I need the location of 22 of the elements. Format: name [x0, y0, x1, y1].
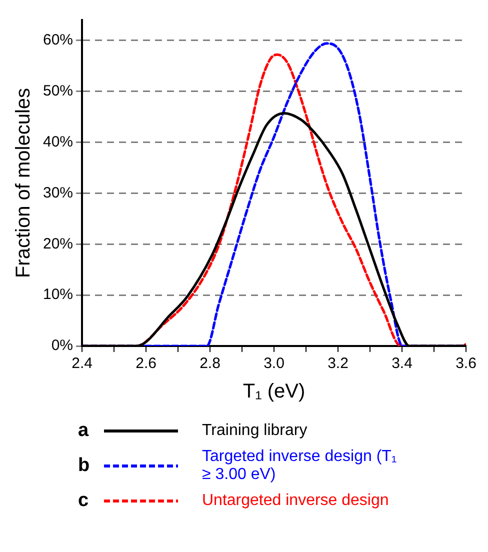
y-axis-title: Fraction of molecules — [12, 88, 35, 278]
x-tick-label: 3.2 — [328, 355, 348, 372]
x-tick-label: 2.4 — [72, 355, 92, 372]
legend-label: Targeted inverse design (T₁ ≥ 3.00 eV) — [202, 448, 398, 484]
text: b — [78, 455, 91, 477]
x-tick-label: 2.8 — [200, 355, 220, 372]
y-tick-label: 50% — [42, 82, 74, 100]
y-tick-label: 30% — [42, 184, 74, 202]
y-tick-label: 40% — [42, 133, 74, 150]
legend-label: Untargeted inverse design — [202, 492, 390, 510]
text: a — [78, 420, 90, 442]
y-tick-label: 20% — [42, 235, 74, 252]
x-tick-label: 3.6 — [456, 355, 476, 372]
y-tick-label: 10% — [42, 286, 74, 304]
text: c — [78, 490, 90, 512]
y-tick-label: 0% — [51, 337, 74, 354]
legend-label: Training library — [202, 422, 308, 440]
x-tick-label: 2.6 — [136, 355, 156, 372]
x-axis-title: T₁ (eV) — [242, 380, 306, 403]
x-tick-label: 3.0 — [264, 355, 284, 372]
y-tick-label: 60% — [42, 32, 74, 49]
x-tick-label: 3.4 — [392, 355, 412, 372]
